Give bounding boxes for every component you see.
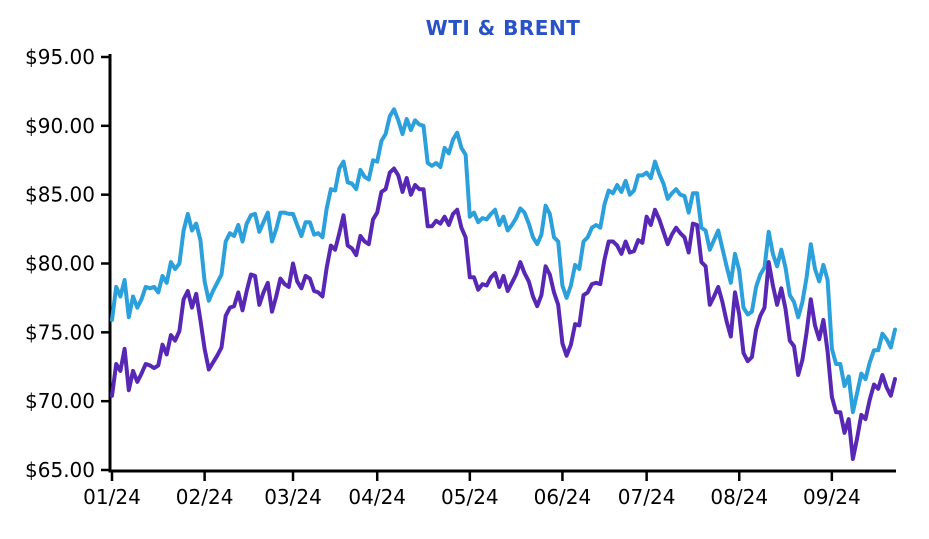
brent-line <box>110 107 897 415</box>
y-tick-label: $85.00 <box>25 183 95 207</box>
wti-line <box>110 166 897 461</box>
y-tick-label: $65.00 <box>25 458 95 482</box>
x-tick-label: 02/24 <box>176 485 234 509</box>
x-tick-label: 09/24 <box>803 485 861 509</box>
y-tick-label: $90.00 <box>25 114 95 138</box>
y-tick-label: $95.00 <box>25 45 95 69</box>
x-tick-label: 06/24 <box>534 485 592 509</box>
x-tick-label: 07/24 <box>618 485 676 509</box>
chart-title: WTI & BRENT <box>425 16 581 40</box>
x-tick-label: 05/24 <box>441 485 499 509</box>
x-tick-label: 08/24 <box>710 485 768 509</box>
x-tick-label: 03/24 <box>264 485 322 509</box>
y-tick-label: $75.00 <box>25 320 95 344</box>
y-tick-label: $70.00 <box>25 389 95 413</box>
x-tick-label: 04/24 <box>348 485 406 509</box>
y-tick-label: $80.00 <box>25 252 95 276</box>
x-tick-label: 01/24 <box>83 485 141 509</box>
